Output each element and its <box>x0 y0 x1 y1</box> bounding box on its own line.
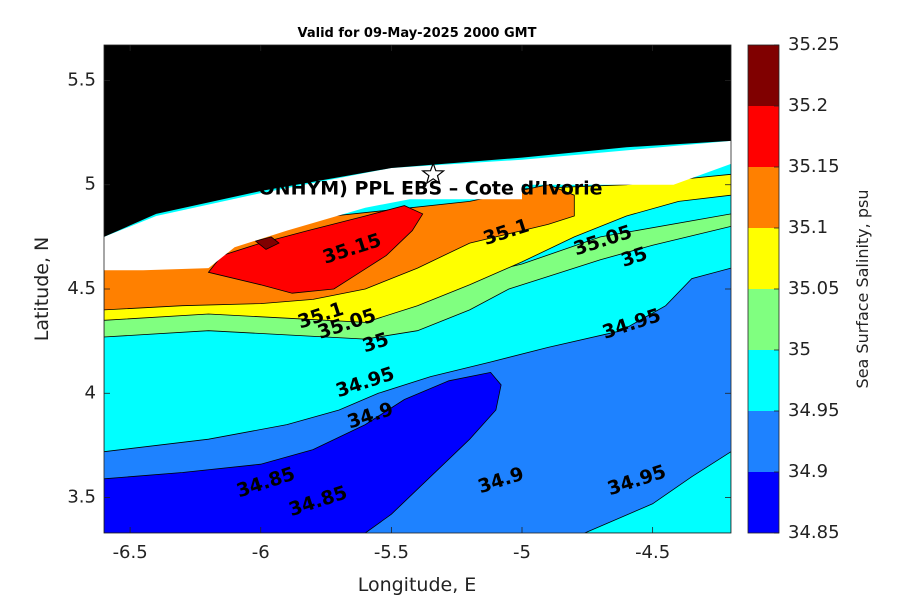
axes: -6.5 -6 -5.5 -5 -4.5 3.5 4 4.5 5 5.5 <box>67 44 732 563</box>
colorbar-swatch <box>748 350 779 411</box>
site-star-marker <box>421 161 446 185</box>
x-tick-label: -5 <box>513 542 531 563</box>
colorbar-swatch <box>748 472 779 533</box>
colorbar-tick-label: 35 <box>788 339 811 360</box>
y-axis-label: Latitude, N <box>31 237 53 342</box>
y-tick-label: 3.5 <box>67 487 96 508</box>
colorbar-tick-label: 34.85 <box>788 522 840 543</box>
site-annotation: ONHYM) PPL EBS – Cote d’Ivorie <box>259 161 603 199</box>
colorbar-swatch <box>748 106 779 167</box>
y-tick-label: 5.5 <box>67 69 96 90</box>
site-label: ONHYM) PPL EBS – Cote d’Ivorie <box>259 177 603 199</box>
colorbar-swatch <box>748 167 779 228</box>
colorbar-label: Sea Surface Salinity, psu <box>853 190 872 389</box>
colorbar-swatch <box>748 289 779 350</box>
region-34.85 <box>104 371 502 533</box>
y-tick-label: 4.5 <box>67 278 96 299</box>
x-tick-label: -6 <box>252 542 270 563</box>
plot-area <box>104 45 731 533</box>
colorbar-swatch <box>748 228 779 289</box>
colorbar-tick-label: 35.15 <box>788 156 840 177</box>
x-axis-label: Longitude, E <box>358 574 477 596</box>
chart-title: Valid for 09-May-2025 2000 GMT <box>298 26 537 41</box>
colorbar-tick-label: 35.05 <box>788 278 840 299</box>
region-35.2 <box>254 236 280 250</box>
colorbar-swatch <box>748 45 779 106</box>
colorbar-tick-label: 34.9 <box>788 461 828 482</box>
y-tick-label: 4 <box>85 382 96 403</box>
x-tick-label: -4.5 <box>635 542 670 563</box>
colorbar-tick-label: 35.25 <box>788 34 840 55</box>
x-tick-label: -6.5 <box>113 542 148 563</box>
colorbar: 34.85 34.9 34.95 35 35.05 35.1 35.15 35.2 35.25 <box>747 34 840 543</box>
mask-no-data <box>104 140 731 271</box>
colorbar-tick-label: 35.1 <box>788 217 828 238</box>
colorbar-tick-label: 35.2 <box>788 95 828 116</box>
mask-land <box>104 45 731 237</box>
colorbar-tick-label: 34.95 <box>788 400 840 421</box>
region-34.95 <box>584 451 731 533</box>
y-tick-label: 5 <box>85 174 96 195</box>
x-tick-label: -5.5 <box>374 542 409 563</box>
colorbar-swatch <box>748 411 779 472</box>
